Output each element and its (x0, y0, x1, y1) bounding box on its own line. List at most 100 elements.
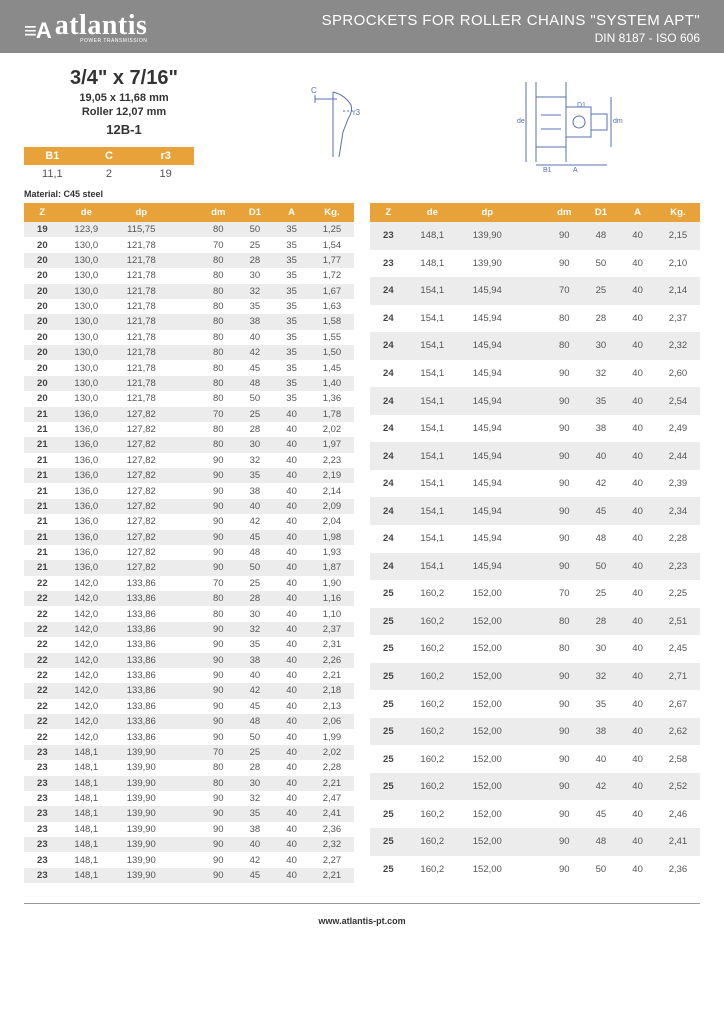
table-row: 23148,1139,909050402,10 (370, 250, 700, 278)
cell: 25 (370, 800, 407, 828)
cell: 123,9 (61, 222, 112, 237)
cell: 154,1 (407, 387, 458, 415)
cell: 148,1 (407, 250, 458, 278)
table-row: 24154,1145,947025402,14 (370, 277, 700, 305)
header-title: SPROCKETS FOR ROLLER CHAINS "SYSTEM APT" (322, 12, 700, 29)
cell: 38 (583, 415, 620, 443)
cell: 28 (237, 253, 274, 268)
cell: 23 (24, 760, 61, 775)
cell: 23 (24, 837, 61, 852)
table-row: 23148,1139,909040402,32 (24, 837, 354, 852)
cell (517, 773, 546, 801)
cell: 1,16 (310, 591, 354, 606)
cell: 90 (200, 637, 237, 652)
cell: 148,1 (407, 222, 458, 250)
cell (517, 442, 546, 470)
cell: 32 (583, 360, 620, 388)
cell (171, 391, 200, 406)
cell: 80 (546, 332, 583, 360)
cell: 40 (273, 791, 310, 806)
cell: 23 (24, 822, 61, 837)
cell: 70 (200, 576, 237, 591)
cell: 40 (619, 663, 656, 691)
cell: 90 (546, 800, 583, 828)
cell: 40 (619, 277, 656, 305)
cell (171, 237, 200, 252)
cell: 22 (24, 606, 61, 621)
table-row: 23148,1139,909038402,36 (24, 822, 354, 837)
cell (171, 376, 200, 391)
table-row: 25160,2152,009035402,67 (370, 690, 700, 718)
table-row: 22142,0133,869050401,99 (24, 729, 354, 744)
cell: 152,00 (458, 663, 517, 691)
cell (171, 760, 200, 775)
cell: 2,14 (310, 483, 354, 498)
cell: 2,10 (656, 250, 700, 278)
cell: 90 (200, 483, 237, 498)
cell: 40 (619, 773, 656, 801)
cell: 142,0 (61, 729, 112, 744)
cell: 127,82 (112, 530, 171, 545)
cell: 40 (273, 453, 310, 468)
cell: 1,54 (310, 237, 354, 252)
cell: 152,00 (458, 828, 517, 856)
cell: 20 (24, 284, 61, 299)
data-table-right: ZdedpdmD1AKg. 23148,1139,909048402,15231… (370, 203, 700, 883)
cell: 2,15 (656, 222, 700, 250)
cell: 22 (24, 622, 61, 637)
cell: 25 (370, 690, 407, 718)
cell: 136,0 (61, 514, 112, 529)
top-row: 3/4" x 7/16" 19,05 x 11,68 mm Roller 12,… (24, 67, 700, 183)
cell: 121,78 (112, 330, 171, 345)
cell: 145,94 (458, 415, 517, 443)
mini-td-0: 11,1 (24, 165, 81, 183)
cell: 20 (24, 237, 61, 252)
cell (171, 576, 200, 591)
cell: 25 (583, 277, 620, 305)
cell: 40 (273, 699, 310, 714)
cell (171, 637, 200, 652)
cell: 45 (237, 699, 274, 714)
cell: 90 (546, 415, 583, 443)
cell: 90 (546, 360, 583, 388)
cell: 145,94 (458, 387, 517, 415)
cell: 160,2 (407, 745, 458, 773)
cell: 130,0 (61, 360, 112, 375)
cell: 2,44 (656, 442, 700, 470)
cell: 142,0 (61, 576, 112, 591)
cell: 20 (24, 253, 61, 268)
cell: 50 (583, 553, 620, 581)
cell: 80 (200, 268, 237, 283)
cell: 40 (619, 635, 656, 663)
cell: 70 (546, 580, 583, 608)
cell: 35 (583, 690, 620, 718)
cell: 90 (200, 499, 237, 514)
cell (171, 407, 200, 422)
cell: 2,45 (656, 635, 700, 663)
cell (517, 332, 546, 360)
cell: 40 (619, 745, 656, 773)
cell: 2,52 (656, 773, 700, 801)
table-row: 20130,0121,788040351,55 (24, 330, 354, 345)
cell (171, 545, 200, 560)
cell: 90 (200, 837, 237, 852)
cell: 50 (583, 856, 620, 884)
table-row: 25160,2152,009042402,52 (370, 773, 700, 801)
cell: 80 (200, 360, 237, 375)
spec-column: 3/4" x 7/16" 19,05 x 11,68 mm Roller 12,… (24, 67, 224, 183)
cell: 32 (237, 622, 274, 637)
cell: 25 (370, 773, 407, 801)
cell: 136,0 (61, 422, 112, 437)
cell: 35 (273, 376, 310, 391)
cell: 40 (619, 525, 656, 553)
logo: ≡A atlantis POWER TRANSMISSION (24, 12, 147, 44)
cell: 136,0 (61, 560, 112, 575)
cell (171, 499, 200, 514)
cell: 23 (24, 868, 61, 883)
cell: 2,18 (310, 683, 354, 698)
cell: 45 (583, 800, 620, 828)
cell: 80 (200, 376, 237, 391)
svg-text:de: de (517, 118, 525, 125)
cell: 133,86 (112, 622, 171, 637)
cell: 70 (200, 407, 237, 422)
